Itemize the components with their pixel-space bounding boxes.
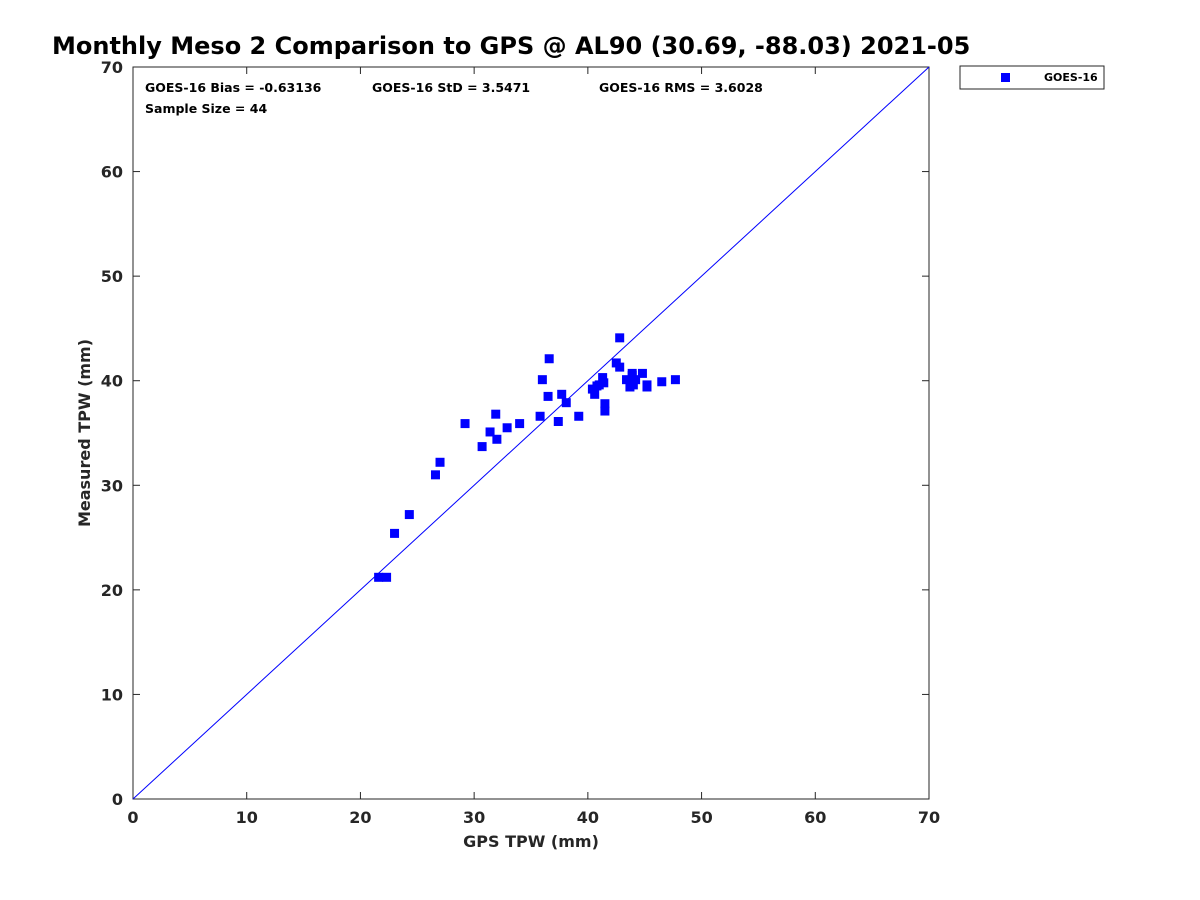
y-axis-label: Measured TPW (mm) [75,339,94,527]
axis-ticks: 0 10 20 30 40 50 60 70 0 10 20 30 40 50 60 70 [101,58,940,827]
bias-stat: GOES-16 Bias = -0.63136 [145,80,322,95]
y-tick-label: 30 [101,476,123,495]
x-axis-label: GPS TPW (mm) [463,832,599,851]
y-tick-label: 10 [101,685,123,704]
data-point [637,368,647,378]
x-tick-label: 50 [690,808,712,827]
x-tick-label: 20 [349,808,371,827]
data-point [598,373,608,383]
x-tick-label: 10 [236,808,258,827]
y-tick-label: 70 [101,58,123,77]
data-point [390,528,400,538]
data-point [492,434,502,444]
data-point [599,378,609,388]
y-tick-label: 60 [101,163,123,182]
data-point [574,411,584,421]
std-stat: GOES-16 StD = 3.5471 [372,80,530,95]
data-point [642,380,652,390]
legend-label: GOES-16 [1044,71,1098,84]
data-point [600,406,610,416]
y-tick-label: 40 [101,372,123,391]
data-point [557,389,567,399]
x-tick-label: 60 [804,808,826,827]
data-point [515,419,525,429]
data-point [435,457,445,467]
data-point [543,391,553,401]
data-point [615,333,625,343]
data-point [430,470,440,480]
data-point [537,375,547,385]
legend-box [959,65,1105,90]
sample-size-stat: Sample Size = 44 [145,101,267,116]
x-tick-label: 30 [463,808,485,827]
data-point [615,362,625,372]
data-point [382,572,392,582]
x-tick-label: 40 [577,808,599,827]
y-tick-label: 0 [112,790,123,809]
data-point [404,510,414,520]
data-point [590,389,600,399]
data-point [600,399,610,409]
data-point [657,377,667,387]
data-point [535,411,545,421]
data-point [491,409,501,419]
x-tick-label: 70 [918,808,940,827]
data-point [594,380,604,390]
data-point [477,442,487,452]
data-point [553,416,563,426]
y-tick-label: 20 [101,581,123,600]
y-tick-label: 50 [101,267,123,286]
chart-title: Monthly Meso 2 Comparison to GPS @ AL90 … [52,32,970,60]
rms-stat: GOES-16 RMS = 3.6028 [599,80,763,95]
plot-frame [132,66,930,800]
data-point [561,398,571,408]
scatter-points [374,333,680,582]
data-point [374,572,384,582]
data-point [628,380,638,390]
legend: GOES-16 [959,65,1105,90]
data-point [460,419,470,429]
one-to-one-line [132,66,930,800]
data-point [670,375,680,385]
data-point [502,423,512,433]
data-point [544,354,554,364]
reference-line [132,66,930,800]
data-point [622,375,632,385]
legend-marker [1001,73,1010,82]
data-point [627,370,637,380]
data-point [485,427,495,437]
data-point [587,384,597,394]
x-tick-label: 0 [127,808,138,827]
